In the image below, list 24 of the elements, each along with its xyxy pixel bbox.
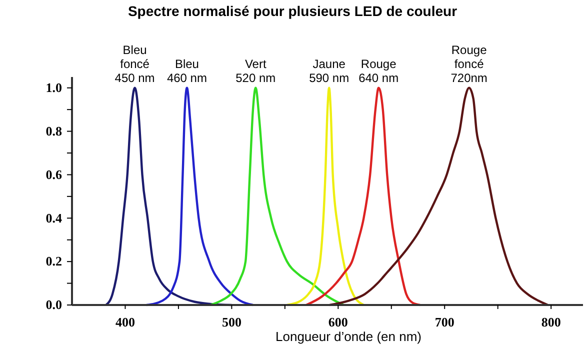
series-label: Bleu foncé 450 nm <box>114 42 155 85</box>
line-series <box>209 86 345 306</box>
x-tick-label: 500 <box>222 314 242 330</box>
y-tick-label: 0.2 <box>46 254 62 269</box>
series-label: Rouge 640 nm <box>358 56 399 85</box>
series-label: Jaune 590 nm <box>309 56 350 85</box>
y-tick-label: 0.0 <box>46 297 62 312</box>
series-label: Rouge foncé 720nm <box>450 42 488 85</box>
line-series <box>305 86 422 306</box>
x-tick-label: 700 <box>434 314 454 330</box>
line-series <box>328 86 549 306</box>
x-tick-label: 600 <box>328 314 348 330</box>
x-axis-title: Longueur d’onde (en nm) <box>276 329 422 344</box>
line-series <box>145 86 254 306</box>
x-tick-label: 800 <box>541 314 561 330</box>
x-tick-label: 400 <box>115 314 135 330</box>
y-tick-label: 1.0 <box>46 80 62 96</box>
line-series <box>286 86 365 306</box>
series-label: Vert 520 nm <box>236 56 276 85</box>
chart-title: Spectre normalisé pour plusieurs LED de couleur <box>128 3 458 19</box>
y-tick-label: 0.6 <box>46 166 62 182</box>
y-tick-label: 0.4 <box>46 210 62 226</box>
y-tick-label: 0.8 <box>46 123 62 138</box>
series-label: Bleu 460 nm <box>166 56 207 85</box>
